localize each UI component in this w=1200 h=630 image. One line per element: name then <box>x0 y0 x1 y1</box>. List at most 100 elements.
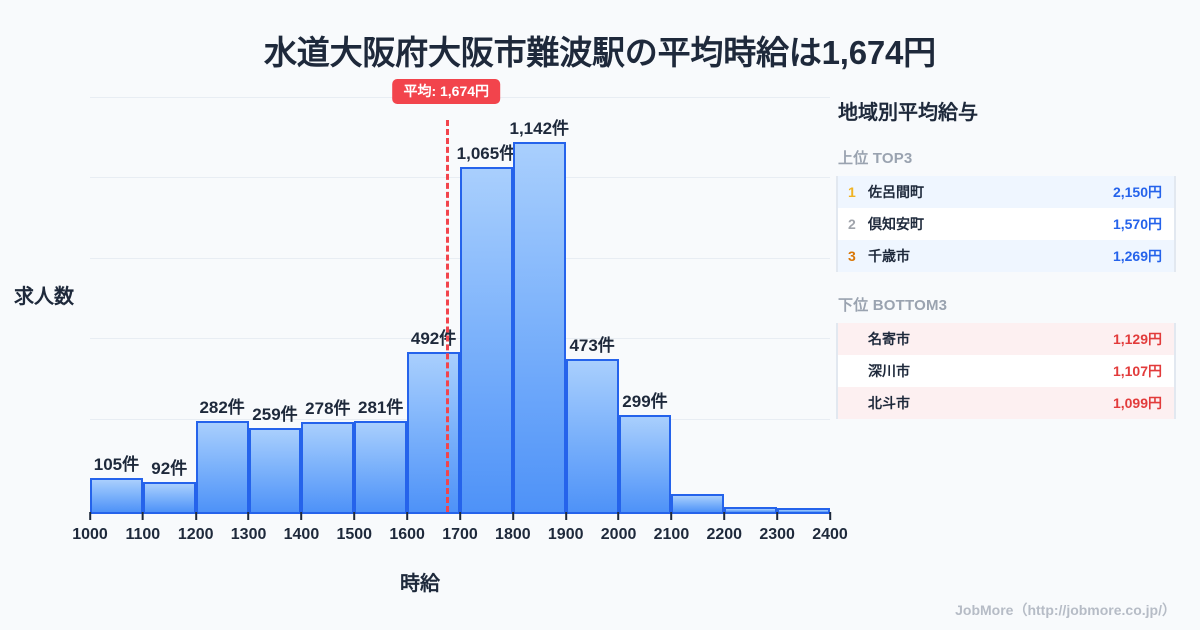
bar-fill <box>565 358 619 512</box>
bar-value-label: 282件 <box>199 397 245 417</box>
rank-number: 1 <box>848 184 856 200</box>
tick-mark <box>353 512 356 520</box>
bar-value-label: 1,142件 <box>509 118 570 138</box>
bar-value-label: 281件 <box>358 397 404 417</box>
region-wage-value: 1,129円 <box>1112 331 1162 347</box>
histogram-bar[interactable]: 278件 <box>301 97 355 512</box>
bar-value-label: 1,065件 <box>456 143 517 163</box>
x-tick: 1300 <box>230 512 267 544</box>
rank-row[interactable]: 3 千歳市 1,269円 <box>838 240 1174 272</box>
tick-mark <box>617 512 620 520</box>
tick-label: 1100 <box>125 526 161 543</box>
tick-label: 1300 <box>230 526 267 543</box>
histogram-bar[interactable] <box>671 97 725 512</box>
rank-row[interactable]: 1 佐呂間町 2,150円 <box>838 176 1174 208</box>
x-tick: 1700 <box>442 512 478 544</box>
tick-mark <box>406 512 409 520</box>
histogram-bar[interactable]: 282件 <box>195 97 249 512</box>
tick-label: 2100 <box>653 526 690 543</box>
bar-value-label: 105件 <box>93 454 140 474</box>
rank-number: 3 <box>848 248 856 264</box>
region-name: 北斗市 <box>868 395 910 411</box>
histogram-bar[interactable]: 473件 <box>565 97 619 512</box>
histogram-bar[interactable]: 492件 <box>407 97 460 512</box>
bar-fill <box>512 141 566 512</box>
histogram-bar[interactable]: 105件 <box>90 97 143 512</box>
region-name: 倶知安町 <box>868 216 924 232</box>
histogram-chart: 求人数 105件 92件 282件 259件 278件 281件 492件 1,065件 1,1… <box>14 79 848 595</box>
region-wage-value: 1,570円 <box>1112 216 1162 232</box>
tick-mark <box>300 512 303 520</box>
histogram-bar[interactable]: 281件 <box>354 97 408 512</box>
bar-fill <box>618 415 672 512</box>
x-tick: 1000 <box>72 512 108 544</box>
rank-number: 2 <box>848 216 856 232</box>
bar-fill <box>407 352 460 512</box>
region-wage-value: 1,099円 <box>1112 395 1162 411</box>
bar-series: 105件 92件 282件 259件 278件 281件 492件 1,065件 1,142件 4… <box>90 97 830 512</box>
histogram-bar[interactable] <box>724 97 778 512</box>
x-tick: 2000 <box>600 512 637 544</box>
x-tick: 1900 <box>548 512 584 544</box>
histogram-bar[interactable]: 259件 <box>248 97 302 512</box>
region-wage-value: 2,150円 <box>1112 184 1162 200</box>
bottom3-table: 名寄市 1,129円深川市 1,107円北斗市 1,099円 <box>836 323 1176 419</box>
tick-mark <box>511 512 514 520</box>
tick-label: 1400 <box>283 526 320 543</box>
histogram-bar[interactable]: 92件 <box>142 97 196 512</box>
x-axis-title: 時給 <box>400 573 440 595</box>
x-tick: 1500 <box>336 512 372 544</box>
tick-mark <box>776 512 779 520</box>
bottom3-heading: 下位 BOTTOM3 <box>838 297 948 314</box>
average-badge: 平均: 1,674円 <box>392 79 501 104</box>
x-tick: 2200 <box>706 512 742 544</box>
x-tick: 1800 <box>495 512 531 544</box>
histogram-bar[interactable]: 1,065件 <box>457 97 516 512</box>
x-tick: 2400 <box>812 512 848 544</box>
average-line <box>446 120 450 512</box>
region-name: 佐呂間町 <box>868 184 924 200</box>
tick-mark <box>247 512 250 520</box>
page-title: 水道大阪府大阪市難波駅の平均時給は1,674円 <box>264 34 936 71</box>
bar-fill <box>724 507 778 512</box>
y-axis-title: 求人数 <box>14 286 74 308</box>
bar-fill <box>142 482 196 512</box>
tick-label: 2300 <box>759 526 795 543</box>
region-name: 名寄市 <box>868 331 910 347</box>
region-name: 深川市 <box>868 363 910 379</box>
x-tick: 2100 <box>653 512 690 544</box>
tick-label: 1200 <box>177 526 214 543</box>
tick-mark <box>723 512 726 520</box>
tick-mark <box>670 512 673 520</box>
rank-row[interactable]: 深川市 1,107円 <box>838 355 1174 387</box>
tick-label: 1700 <box>442 526 478 543</box>
histogram-bar[interactable] <box>777 97 830 512</box>
rank-row[interactable]: 2 倶知安町 1,570円 <box>838 208 1174 240</box>
rank-row[interactable]: 北斗市 1,099円 <box>838 387 1174 419</box>
histogram-bar[interactable]: 1,142件 <box>509 97 569 512</box>
x-tick: 2300 <box>759 512 795 544</box>
bar-fill <box>354 420 408 512</box>
region-name: 千歳市 <box>868 248 910 264</box>
bar-fill <box>301 421 355 512</box>
tick-label: 2200 <box>706 526 743 543</box>
bar-value-label: 278件 <box>305 398 351 418</box>
bar-fill <box>248 428 302 512</box>
tick-label: 1800 <box>495 526 531 543</box>
histogram-bar[interactable]: 299件 <box>618 97 672 512</box>
x-tick: 1100 <box>125 512 160 544</box>
tick-label: 1600 <box>389 526 425 543</box>
rank-row[interactable]: 名寄市 1,129円 <box>838 323 1174 355</box>
tick-label: 1000 <box>72 526 108 543</box>
tick-label: 2000 <box>600 526 637 543</box>
x-tick: 1400 <box>283 512 320 544</box>
source-credit: JobMore（http://jobmore.co.jp/） <box>955 602 1176 618</box>
bar-fill <box>777 508 830 512</box>
top3-table: 1 佐呂間町 2,150円 2 倶知安町 1,570円 3 千歳市 1,269円 <box>836 176 1176 272</box>
sidebar-title: 地域別平均給与 <box>838 102 978 124</box>
tick-mark <box>459 512 461 520</box>
tick-mark <box>829 512 831 520</box>
bar-value-label: 299件 <box>622 392 668 412</box>
tick-mark <box>564 512 567 520</box>
bar-value-label: 473件 <box>569 335 615 355</box>
